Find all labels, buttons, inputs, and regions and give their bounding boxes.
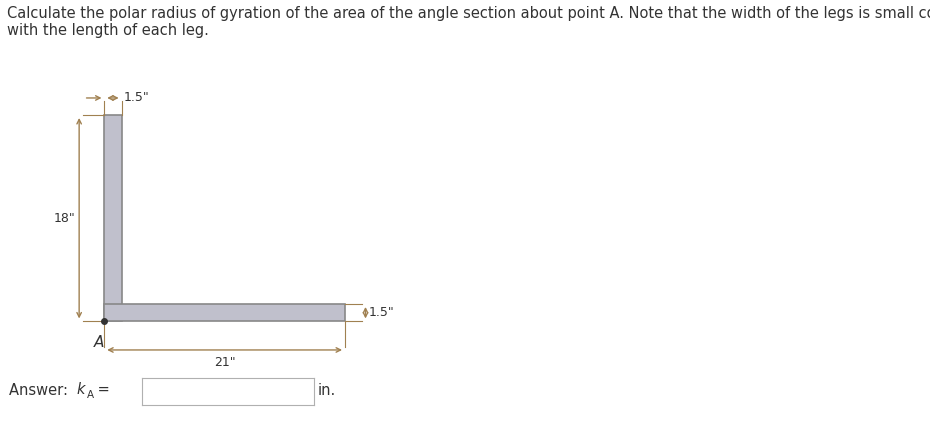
Text: 18": 18" xyxy=(54,212,75,225)
Bar xyxy=(104,115,122,321)
Text: A: A xyxy=(93,335,104,350)
Text: =: = xyxy=(93,381,110,397)
Text: 1.5": 1.5" xyxy=(369,306,394,319)
Text: k: k xyxy=(76,381,85,397)
Text: Calculate the polar radius of gyration of the area of the angle section about po: Calculate the polar radius of gyration o… xyxy=(7,6,930,22)
Text: i: i xyxy=(129,384,134,399)
Bar xyxy=(104,304,345,321)
Text: 21": 21" xyxy=(214,356,235,369)
Text: Answer:: Answer: xyxy=(9,383,73,398)
Text: A: A xyxy=(86,390,94,400)
Text: 1.5": 1.5" xyxy=(124,92,150,105)
Text: in.: in. xyxy=(318,383,337,398)
Text: with the length of each leg.: with the length of each leg. xyxy=(7,23,209,38)
